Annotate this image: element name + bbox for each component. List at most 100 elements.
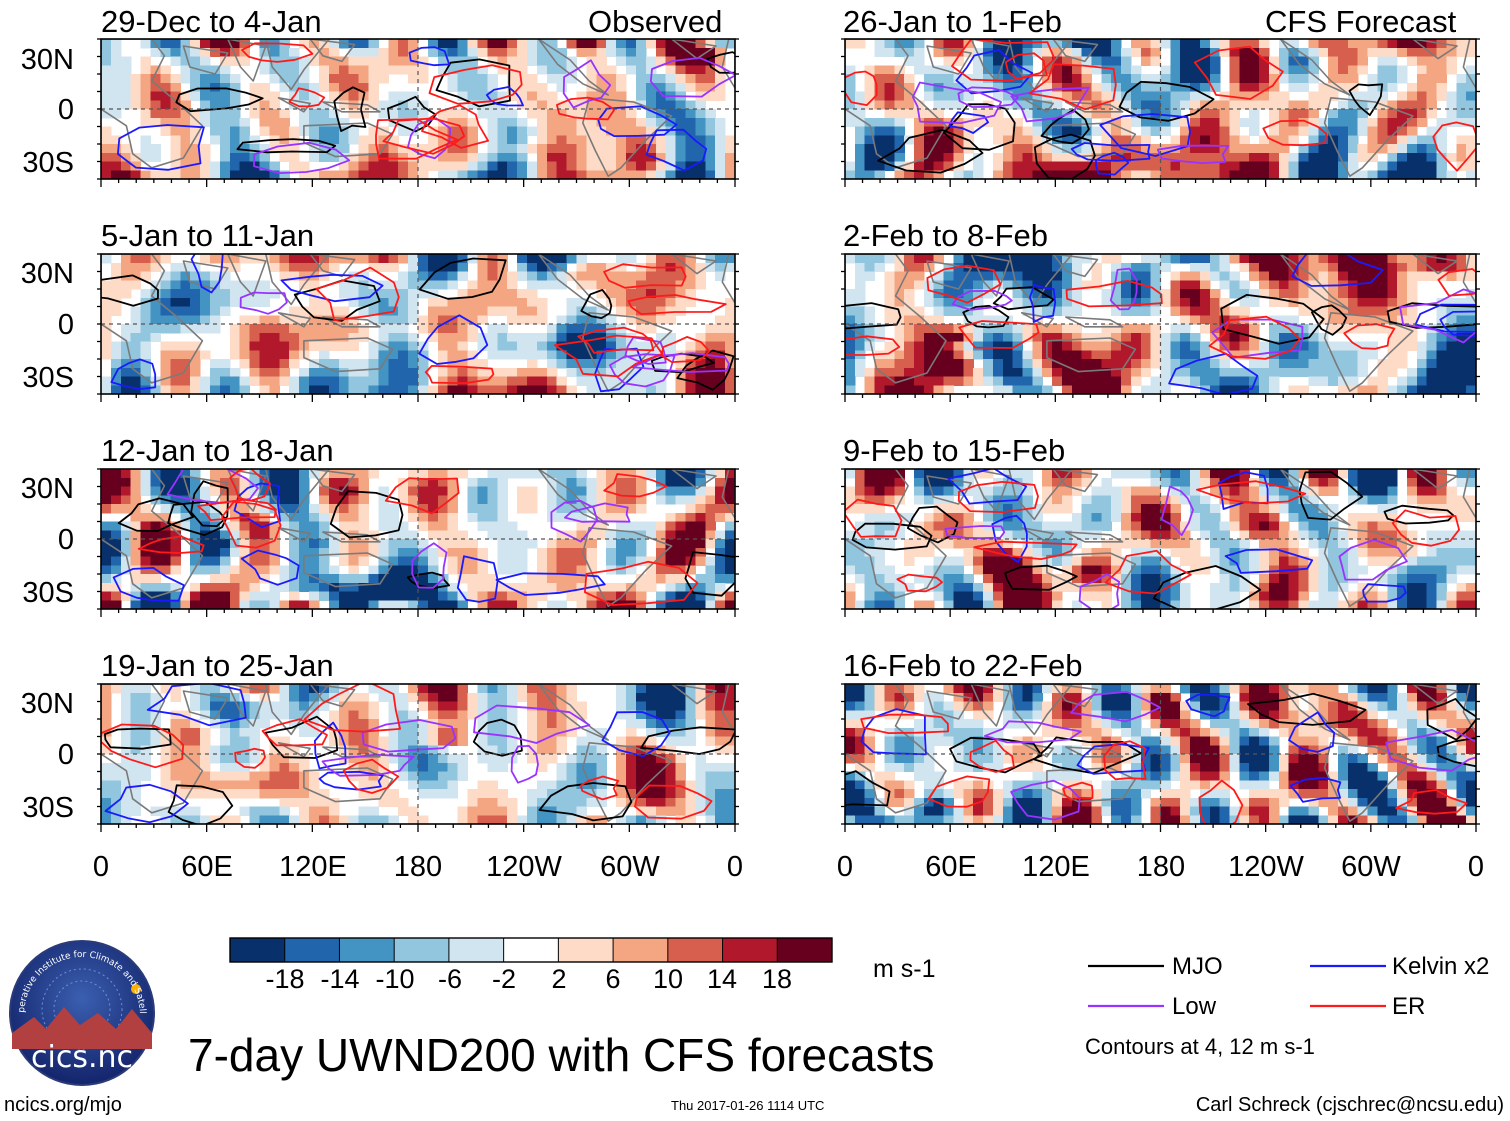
field-cell xyxy=(338,692,350,703)
field-cell xyxy=(348,135,360,145)
field-cell xyxy=(269,477,280,488)
field-cell xyxy=(219,684,231,694)
field-cell xyxy=(457,736,469,746)
field-cell xyxy=(368,780,379,790)
field-cell xyxy=(1121,56,1132,66)
field-cell xyxy=(1052,144,1063,154)
field-cell xyxy=(1288,170,1300,179)
field-cell xyxy=(517,495,528,505)
field-cell xyxy=(358,504,370,514)
field-cell xyxy=(110,504,122,514)
field-cell xyxy=(665,332,677,343)
field-cell xyxy=(398,91,409,101)
mjo-contour xyxy=(117,497,194,532)
field-cell xyxy=(1426,135,1438,145)
field-cell xyxy=(259,297,271,308)
field-cell xyxy=(497,591,508,601)
field-cell xyxy=(645,289,657,299)
field-cell xyxy=(418,262,429,273)
field-cell xyxy=(219,152,231,163)
mjo-contour xyxy=(651,352,715,374)
field-cell xyxy=(289,539,300,549)
field-cell xyxy=(487,280,498,290)
field-cell xyxy=(596,161,607,171)
field-cell xyxy=(110,806,122,816)
field-cell xyxy=(497,135,508,145)
field-cell xyxy=(398,806,409,816)
mjo-contour xyxy=(406,571,450,590)
field-cell xyxy=(279,789,290,799)
field-cell xyxy=(259,144,271,154)
field-cell xyxy=(328,306,340,316)
field-cell xyxy=(507,692,518,703)
field-cell xyxy=(418,385,429,394)
field-cell xyxy=(239,719,251,729)
field-cell xyxy=(1042,100,1053,110)
field-cell xyxy=(556,56,568,66)
field-cell xyxy=(933,144,945,154)
field-cell xyxy=(645,91,657,101)
field-cell xyxy=(180,324,191,334)
field-cell xyxy=(923,161,935,171)
field-cell xyxy=(170,745,181,755)
field-cell xyxy=(497,469,508,479)
field-cell xyxy=(943,161,955,171)
field-cell xyxy=(675,539,687,549)
field-cell xyxy=(606,315,617,325)
field-cell xyxy=(536,170,548,179)
field-cell xyxy=(1150,254,1162,264)
field-cell xyxy=(1436,91,1448,101)
field-cell xyxy=(1466,47,1476,58)
field-cell xyxy=(1436,74,1448,84)
field-cell xyxy=(606,135,617,145)
field-cell xyxy=(1052,56,1063,66)
field-cell xyxy=(348,719,360,729)
field-cell xyxy=(933,39,945,49)
field-cell xyxy=(180,385,191,394)
field-cell xyxy=(606,39,617,49)
field-cell xyxy=(1328,144,1339,154)
field-cell xyxy=(457,469,469,479)
field-cell xyxy=(279,262,290,273)
field-cell xyxy=(1406,100,1418,110)
field-cell xyxy=(170,367,181,378)
field-cell xyxy=(289,385,300,394)
field-cell xyxy=(427,477,439,488)
field-cell xyxy=(1061,262,1073,273)
field-cell xyxy=(1121,152,1132,163)
field-cell xyxy=(318,109,330,119)
field-cell xyxy=(596,736,607,746)
field-cell xyxy=(398,797,409,808)
field-cell xyxy=(695,477,706,488)
field-cell xyxy=(1397,91,1408,101)
field-cell xyxy=(130,797,142,808)
field-cell xyxy=(348,100,360,110)
field-cell xyxy=(299,547,310,558)
field-cell xyxy=(190,762,201,773)
field-cell xyxy=(1406,126,1418,136)
field-cell xyxy=(596,582,607,593)
field-cell xyxy=(1229,47,1240,58)
field-cell xyxy=(239,350,251,360)
er-contour xyxy=(627,294,727,315)
field-cell xyxy=(219,504,231,514)
field-cell xyxy=(487,574,498,584)
field-cell xyxy=(101,710,112,720)
field-cell xyxy=(457,306,469,316)
field-cell xyxy=(943,56,955,66)
field-cell xyxy=(338,539,350,549)
field-cell xyxy=(546,161,558,171)
ticks-p4 xyxy=(97,683,739,832)
field-cell xyxy=(1416,109,1428,119)
field-cell xyxy=(517,350,528,360)
field-cell xyxy=(289,762,300,773)
field-cell xyxy=(467,74,479,84)
field-cell xyxy=(1406,117,1418,128)
field-cell xyxy=(845,289,856,299)
field-cell xyxy=(616,82,627,93)
field-cell xyxy=(437,701,449,711)
field-cell xyxy=(338,701,350,711)
field-cell xyxy=(110,170,122,179)
field-cell xyxy=(259,556,271,566)
field-cell xyxy=(1130,144,1142,154)
